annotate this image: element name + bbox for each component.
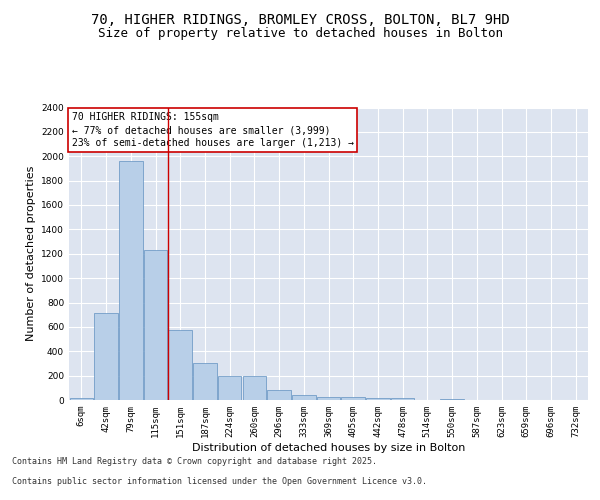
Bar (119, 161, 143, 400)
X-axis label: Distribution of detached houses by size in Bolton: Distribution of detached houses by size … (192, 442, 465, 452)
Y-axis label: Number of detached properties: Number of detached properties (26, 166, 35, 342)
Bar (341, 397, 365, 400)
Bar (366, 398, 389, 400)
Bar (144, 250, 167, 400)
Bar (70, 398, 93, 400)
Bar (440, 399, 464, 400)
Text: 70, HIGHER RIDINGS, BROMLEY CROSS, BOLTON, BL7 9HD: 70, HIGHER RIDINGS, BROMLEY CROSS, BOLTO… (91, 12, 509, 26)
Bar (193, 364, 217, 400)
Text: Contains HM Land Registry data © Crown copyright and database right 2025.: Contains HM Land Registry data © Crown c… (12, 458, 377, 466)
Bar (268, 390, 291, 400)
Text: Size of property relative to detached houses in Bolton: Size of property relative to detached ho… (97, 28, 503, 40)
Bar (292, 394, 316, 400)
Text: 70 HIGHER RIDINGS: 155sqm
← 77% of detached houses are smaller (3,999)
23% of se: 70 HIGHER RIDINGS: 155sqm ← 77% of detac… (71, 112, 353, 148)
Bar (218, 376, 241, 400)
Bar (391, 398, 415, 400)
Bar (242, 376, 266, 400)
Text: Contains public sector information licensed under the Open Government Licence v3: Contains public sector information licen… (12, 478, 427, 486)
Bar (94, 314, 118, 400)
Bar (169, 330, 192, 400)
Bar (317, 397, 340, 400)
